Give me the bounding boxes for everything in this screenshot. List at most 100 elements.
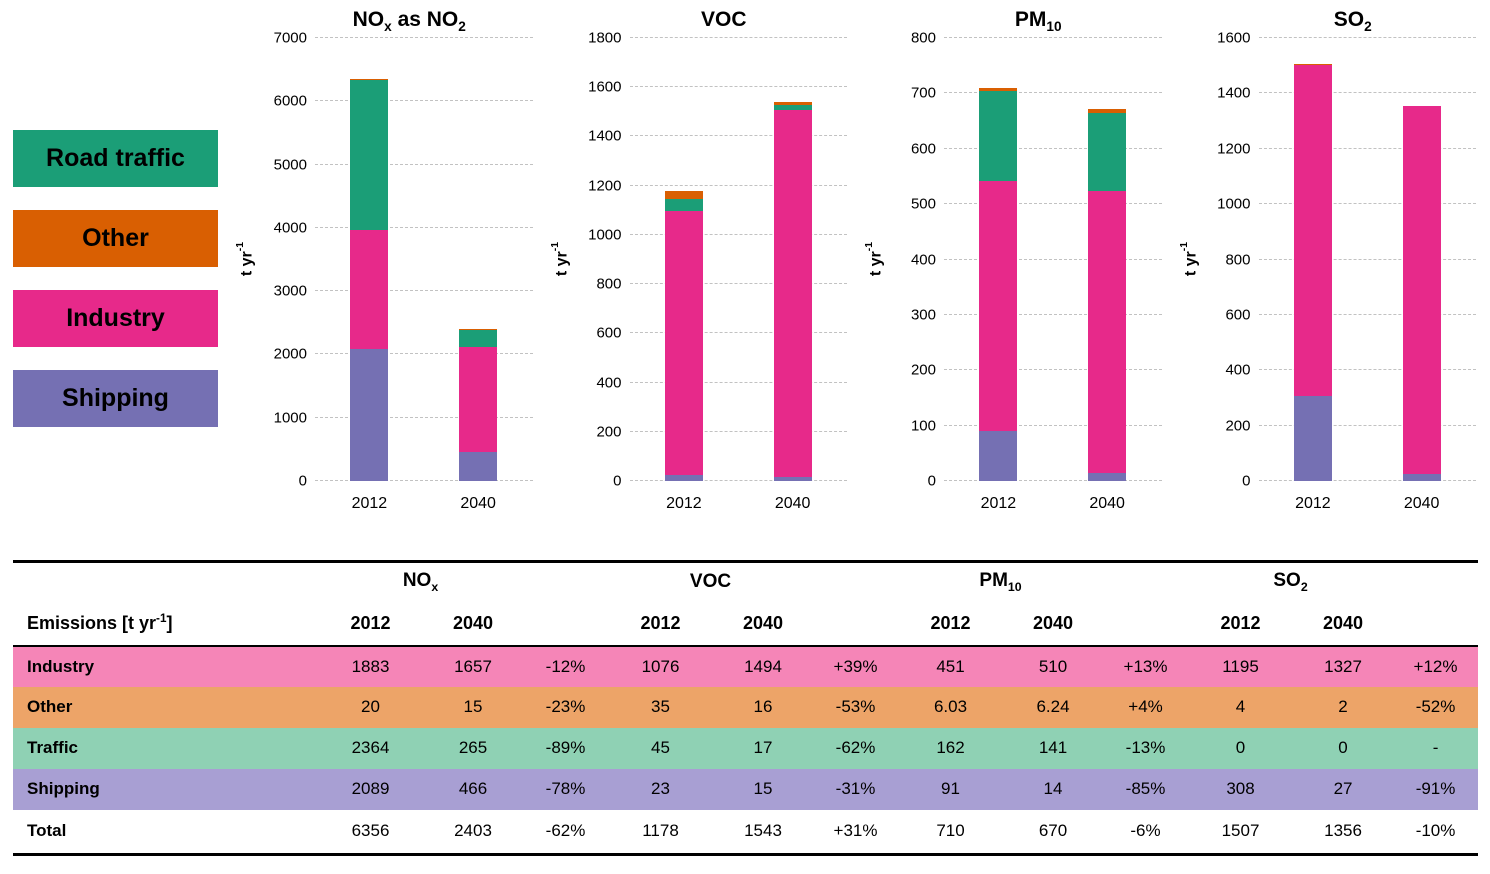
legend-label-shipping: Shipping <box>62 384 169 412</box>
y-axis: 0 100 200 300 400 500 600 700 800 <box>889 31 944 489</box>
pct-header-spacer <box>813 562 898 602</box>
cell-other-11: -52% <box>1415 697 1456 716</box>
cell-industry-11: +12% <box>1413 656 1458 676</box>
y-axis-label-wrap: t yr-1 <box>861 38 889 481</box>
y-tick-label: 800 <box>1225 251 1251 268</box>
bar-slot-2012 <box>1259 38 1368 481</box>
cell-industry-10: 1327 <box>1324 656 1362 676</box>
emissions-table: NOx VOC PM10 SO2 Emissions [t yr-1] 2012 2040 2… <box>13 560 1479 856</box>
chart-title-nox: NOx as NO2 <box>352 8 466 35</box>
gridline <box>1258 369 1476 371</box>
cell-traffic-7: 141 <box>1038 738 1068 757</box>
cell-shipping-8: -85% <box>1125 779 1166 798</box>
chart-body-pm10: t yr-1 0 100 200 300 400 500 600 700 800 <box>861 31 1176 489</box>
y-axis-label-wrap: t yr-1 <box>1176 38 1204 481</box>
bar-segment-shipping <box>1088 473 1127 481</box>
bar-slots <box>944 38 1162 481</box>
cell-shipping-3: 23 <box>651 779 670 798</box>
x-axis: 2012 2040 <box>315 481 533 513</box>
table-row-traffic: Traffic 2364 265 -89% 45 17 -62% 162 141 -13% 0 0 - <box>13 727 1479 769</box>
gridline <box>315 480 533 481</box>
y-tick-label: 0 <box>613 472 622 490</box>
bar-slot-2012 <box>944 38 1053 481</box>
gridline <box>629 430 847 432</box>
pct-header-spacer <box>1393 562 1478 602</box>
cell-total-8: -6% <box>1130 821 1161 841</box>
x-tick-label: 2040 <box>1089 495 1125 512</box>
column-group-title-so2: SO2 <box>1273 570 1308 595</box>
bar-segment-industry <box>1402 106 1441 474</box>
bar-segment-other <box>979 87 1018 92</box>
chart-body-voc: t yr-1 0 200 400 600 800 1000 1200 1400 1600 1800 <box>547 31 862 489</box>
cell-total-9: 1507 <box>1221 821 1260 841</box>
bar-segment-industry <box>1293 64 1332 396</box>
gridline <box>944 92 1162 94</box>
pct-header-spacer <box>1103 562 1188 602</box>
cell-other-8: +4% <box>1128 697 1163 716</box>
y-tick-label: 600 <box>1225 306 1251 324</box>
y-tick-label: 600 <box>596 324 622 342</box>
y-tick-label: 3000 <box>273 282 307 300</box>
cell-industry-3: 1076 <box>641 656 680 676</box>
bar-segment-other <box>1293 63 1332 65</box>
gridline <box>629 283 847 285</box>
gridline <box>1258 480 1476 481</box>
stacked-bar-2012 <box>1293 38 1332 481</box>
gridline <box>944 424 1162 426</box>
y-tick-label: 1800 <box>588 29 622 47</box>
bar-slot-2012 <box>315 38 424 481</box>
bar-segment-road-traffic <box>1088 112 1127 191</box>
gridline <box>629 184 847 186</box>
y-tick-label: 200 <box>596 423 622 441</box>
bar-segment-other <box>1088 109 1127 113</box>
y-tick-label: 1000 <box>273 409 307 427</box>
cell-total-11: -10% <box>1415 821 1456 841</box>
bar-slot-2012 <box>630 38 739 481</box>
bar-segment-other <box>350 78 389 81</box>
plot-area <box>629 37 847 481</box>
plot-area <box>315 37 533 481</box>
table-group-header-row: NOx VOC PM10 SO2 <box>13 562 1478 602</box>
column-group-title-nox: NOx <box>402 570 439 595</box>
pct-header-spacer <box>523 562 608 602</box>
legend-label-other: Other <box>82 224 149 252</box>
y-tick-label: 1400 <box>588 127 622 145</box>
gridline <box>629 332 847 334</box>
y-axis: 0 200 400 600 800 1000 1200 1400 1600 1800 <box>575 31 630 489</box>
cell-total-4: 1543 <box>744 821 782 841</box>
cell-total-0: 6356 <box>351 821 390 841</box>
bar-segment-industry <box>350 229 389 349</box>
x-axis: 2012 2040 <box>1259 481 1477 513</box>
y-axis-label-wrap: t yr-1 <box>547 38 575 481</box>
cell-other-6: 6.03 <box>933 697 968 716</box>
plot-area <box>1258 37 1476 481</box>
year-header-nox-2040: 2040 <box>423 601 523 647</box>
year-header-pm10-2040: 2040 <box>1003 601 1104 647</box>
cell-traffic-4: 17 <box>753 738 773 757</box>
y-tick-label: 800 <box>596 275 622 293</box>
bar-segment-road-traffic <box>979 91 1018 181</box>
plot-area <box>944 37 1162 481</box>
y-tick-label: 700 <box>910 84 936 102</box>
y-tick-label: 0 <box>927 472 936 490</box>
bar-slot-2040 <box>1367 38 1476 481</box>
bar-segment-road-traffic <box>773 105 812 110</box>
bar-segment-road-traffic <box>459 329 498 347</box>
y-tick-label: 6000 <box>273 92 307 110</box>
cell-shipping-10: 27 <box>1333 779 1353 798</box>
y-tick-label: 300 <box>910 306 936 324</box>
table-year-header-row: Emissions [t yr-1] 2012 2040 2012 2040 2012 20… <box>13 601 1479 647</box>
y-tick-label: 2000 <box>273 345 307 363</box>
y-axis-label-wrap: t yr-1 <box>232 38 260 481</box>
gridline <box>944 258 1162 260</box>
gridline <box>629 86 847 88</box>
cell-industry-9: 1195 <box>1222 656 1259 676</box>
cell-other-2: -23% <box>545 697 586 716</box>
y-tick-label: 1600 <box>1217 29 1251 47</box>
y-tick-label: 1200 <box>1217 140 1251 158</box>
cell-total-1: 2403 <box>454 821 492 841</box>
corner-cell <box>13 562 318 602</box>
pct-header-spacer <box>1393 601 1479 647</box>
cell-other-9: 4 <box>1235 697 1246 716</box>
legend-label-industry: Industry <box>66 304 165 332</box>
